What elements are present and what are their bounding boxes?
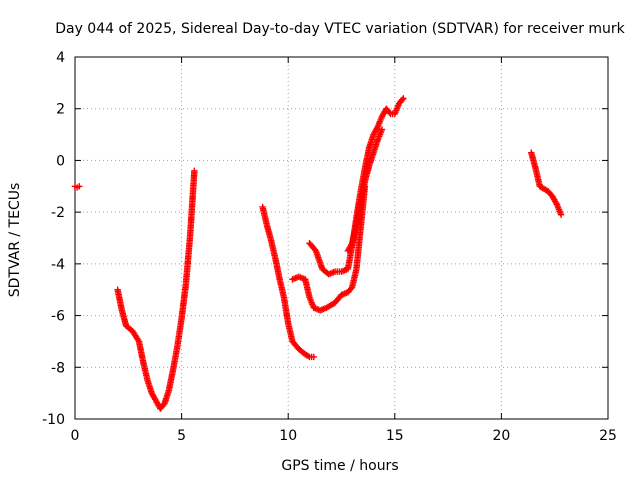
y-tick-label: 4 xyxy=(56,50,65,66)
axis-ticks: 0 5 10 15 20 25 -10 -8 -6 -4 -2 0 2 4 xyxy=(42,50,617,444)
y-tick-label: -2 xyxy=(51,205,65,221)
x-tick-label: 25 xyxy=(599,428,617,444)
x-tick-label: 10 xyxy=(279,428,297,444)
chart-title: Day 044 of 2025, Sidereal Day-to-day VTE… xyxy=(55,21,625,37)
data-point xyxy=(378,126,386,133)
grid-layer xyxy=(75,57,608,419)
x-tick-label: 0 xyxy=(71,428,80,444)
y-tick-label: -8 xyxy=(51,360,65,376)
data-point-interp xyxy=(304,352,312,360)
x-axis-label: GPS time / hours xyxy=(281,458,398,474)
data-point xyxy=(191,167,198,174)
x-tick-label: 20 xyxy=(492,428,510,444)
data-point xyxy=(76,183,83,190)
data-point-interp xyxy=(399,96,406,103)
data-point xyxy=(310,353,317,361)
y-tick-label: -10 xyxy=(42,412,65,428)
data-point xyxy=(557,211,565,218)
data-point-interp xyxy=(386,109,393,116)
y-tick-label: 0 xyxy=(56,153,65,169)
y-tick-label: 2 xyxy=(56,102,65,118)
y-tick-label: -6 xyxy=(51,309,65,325)
y-tick-label: -4 xyxy=(51,257,65,273)
plot-frame xyxy=(74,56,609,420)
x-tick-label: 5 xyxy=(177,428,186,444)
x-tick-label: 15 xyxy=(386,428,404,444)
data-marks xyxy=(71,95,565,412)
data-point xyxy=(400,95,407,102)
y-axis-label: SDTVAR / TECUs xyxy=(7,183,23,298)
